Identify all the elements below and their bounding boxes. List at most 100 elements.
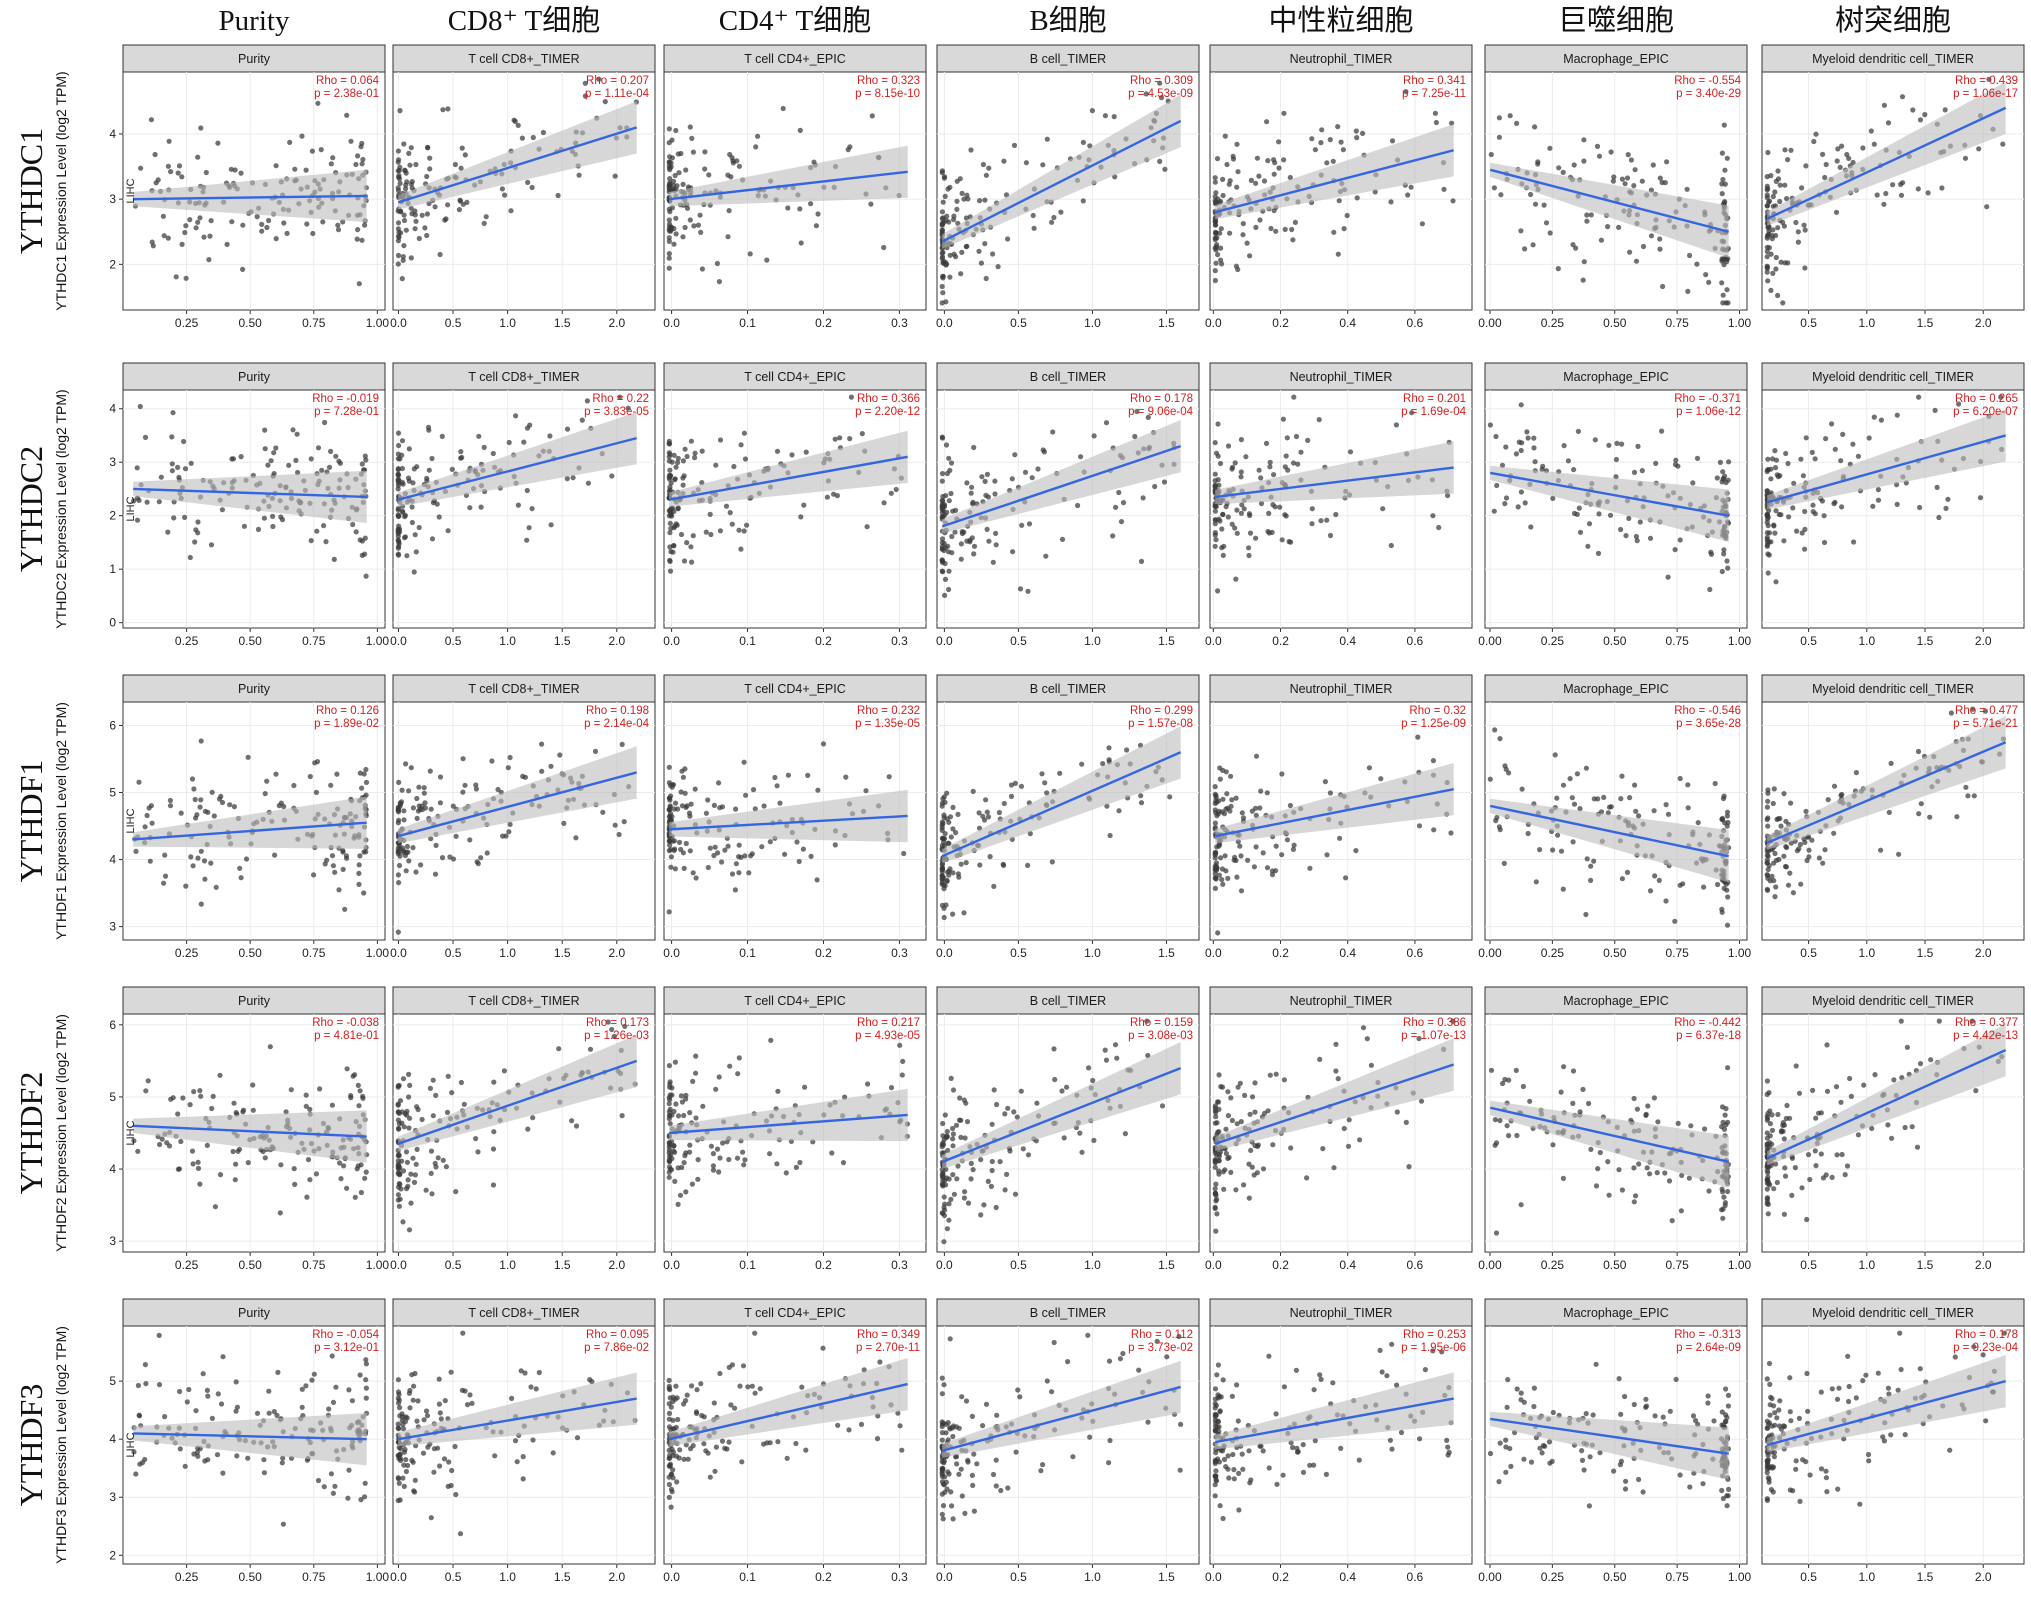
data-point (462, 152, 468, 158)
x-tick-label: 0.0 (663, 316, 680, 330)
data-point (1844, 1163, 1851, 1169)
data-point (1530, 242, 1536, 248)
data-point (1494, 482, 1500, 489)
data-point (1216, 1171, 1222, 1177)
data-point (950, 826, 956, 832)
data-point (299, 133, 305, 139)
panel-title: Neutrophil_TIMER (1290, 52, 1393, 66)
data-point (1770, 270, 1776, 276)
data-point (1839, 1151, 1845, 1158)
data-point (814, 877, 820, 883)
data-point (1687, 252, 1693, 259)
x-tick-label: 0.0 (390, 946, 407, 960)
data-point (1518, 402, 1524, 408)
data-point (1764, 872, 1770, 878)
data-point (1228, 773, 1234, 779)
x-tick-label: 0.0 (936, 634, 953, 648)
data-point (1487, 422, 1493, 428)
data-point (262, 446, 268, 452)
data-point (395, 252, 402, 259)
data-point (1914, 1144, 1921, 1150)
data-point (950, 508, 956, 514)
data-point (1768, 476, 1774, 482)
data-point (344, 112, 350, 118)
data-point (481, 444, 487, 450)
data-point (450, 803, 456, 809)
plot-area (936, 1013, 1200, 1253)
data-point (182, 466, 189, 472)
regression-line (1215, 466, 1454, 499)
data-point (1539, 466, 1545, 472)
data-point (401, 808, 407, 814)
data-point (1212, 194, 1218, 200)
data-point (954, 198, 960, 204)
data-point (195, 855, 201, 861)
data-point (717, 1155, 723, 1161)
data-point (404, 1112, 410, 1118)
data-point (1080, 139, 1086, 145)
data-point (395, 482, 401, 488)
data-point (397, 180, 403, 186)
data-point (395, 1101, 401, 1107)
data-point (1340, 147, 1346, 153)
data-point (1720, 1189, 1726, 1195)
data-point (1258, 788, 1264, 794)
data-point (979, 474, 985, 480)
data-point (1212, 483, 1218, 489)
data-point (736, 163, 743, 169)
data-point (1871, 141, 1877, 147)
data-point (502, 192, 508, 198)
data-point (1982, 708, 1988, 714)
data-point (1222, 853, 1228, 859)
data-point (690, 533, 696, 539)
data-point (1343, 875, 1349, 881)
data-point (1618, 796, 1624, 802)
x-tick-label: 0.1 (739, 1258, 756, 1272)
data-point (317, 1086, 323, 1092)
rho-label: Rho = 0.299 (1130, 705, 1193, 717)
data-point (1288, 1145, 1294, 1151)
data-point (1813, 131, 1819, 137)
data-point (1806, 847, 1812, 853)
data-point (946, 1217, 952, 1223)
x-tick-label: 0.50 (1603, 946, 1627, 960)
data-point (774, 1161, 780, 1167)
data-point (941, 882, 947, 888)
data-point (725, 843, 731, 849)
x-tick-label: 0.75 (302, 946, 326, 960)
data-point (395, 148, 401, 154)
p-value-label: p = 1.35e-05 (855, 718, 920, 730)
x-tick-label: 0.0 (1205, 634, 1222, 648)
data-point (1554, 795, 1560, 801)
data-point (1803, 435, 1809, 441)
data-point (774, 448, 781, 454)
data-point (145, 1078, 151, 1084)
data-point (519, 135, 526, 141)
p-value-label: p = 2.38e-01 (314, 88, 379, 100)
data-point (395, 512, 401, 518)
data-point (1079, 761, 1085, 767)
data-point (1764, 235, 1770, 241)
data-point (1647, 1171, 1653, 1177)
data-point (1214, 799, 1220, 805)
data-point (736, 842, 742, 848)
data-point (1238, 1119, 1244, 1125)
data-point (428, 806, 434, 812)
data-point (1764, 248, 1770, 255)
data-point (730, 160, 737, 166)
x-tick-label: 1.00 (366, 316, 390, 330)
data-point (950, 1087, 957, 1093)
x-tick-label: 0.5 (445, 946, 462, 960)
data-point (407, 162, 413, 168)
data-point (160, 213, 166, 219)
data-point (1898, 192, 1905, 198)
data-point (1214, 156, 1221, 162)
data-point (1506, 1133, 1512, 1139)
rho-label: Rho = 0.159 (1130, 1017, 1193, 1029)
data-point (1616, 1167, 1622, 1173)
data-point (1216, 843, 1222, 849)
data-point (1644, 1165, 1650, 1171)
data-point (1227, 230, 1233, 236)
data-point (198, 125, 204, 131)
data-point (672, 1178, 678, 1184)
